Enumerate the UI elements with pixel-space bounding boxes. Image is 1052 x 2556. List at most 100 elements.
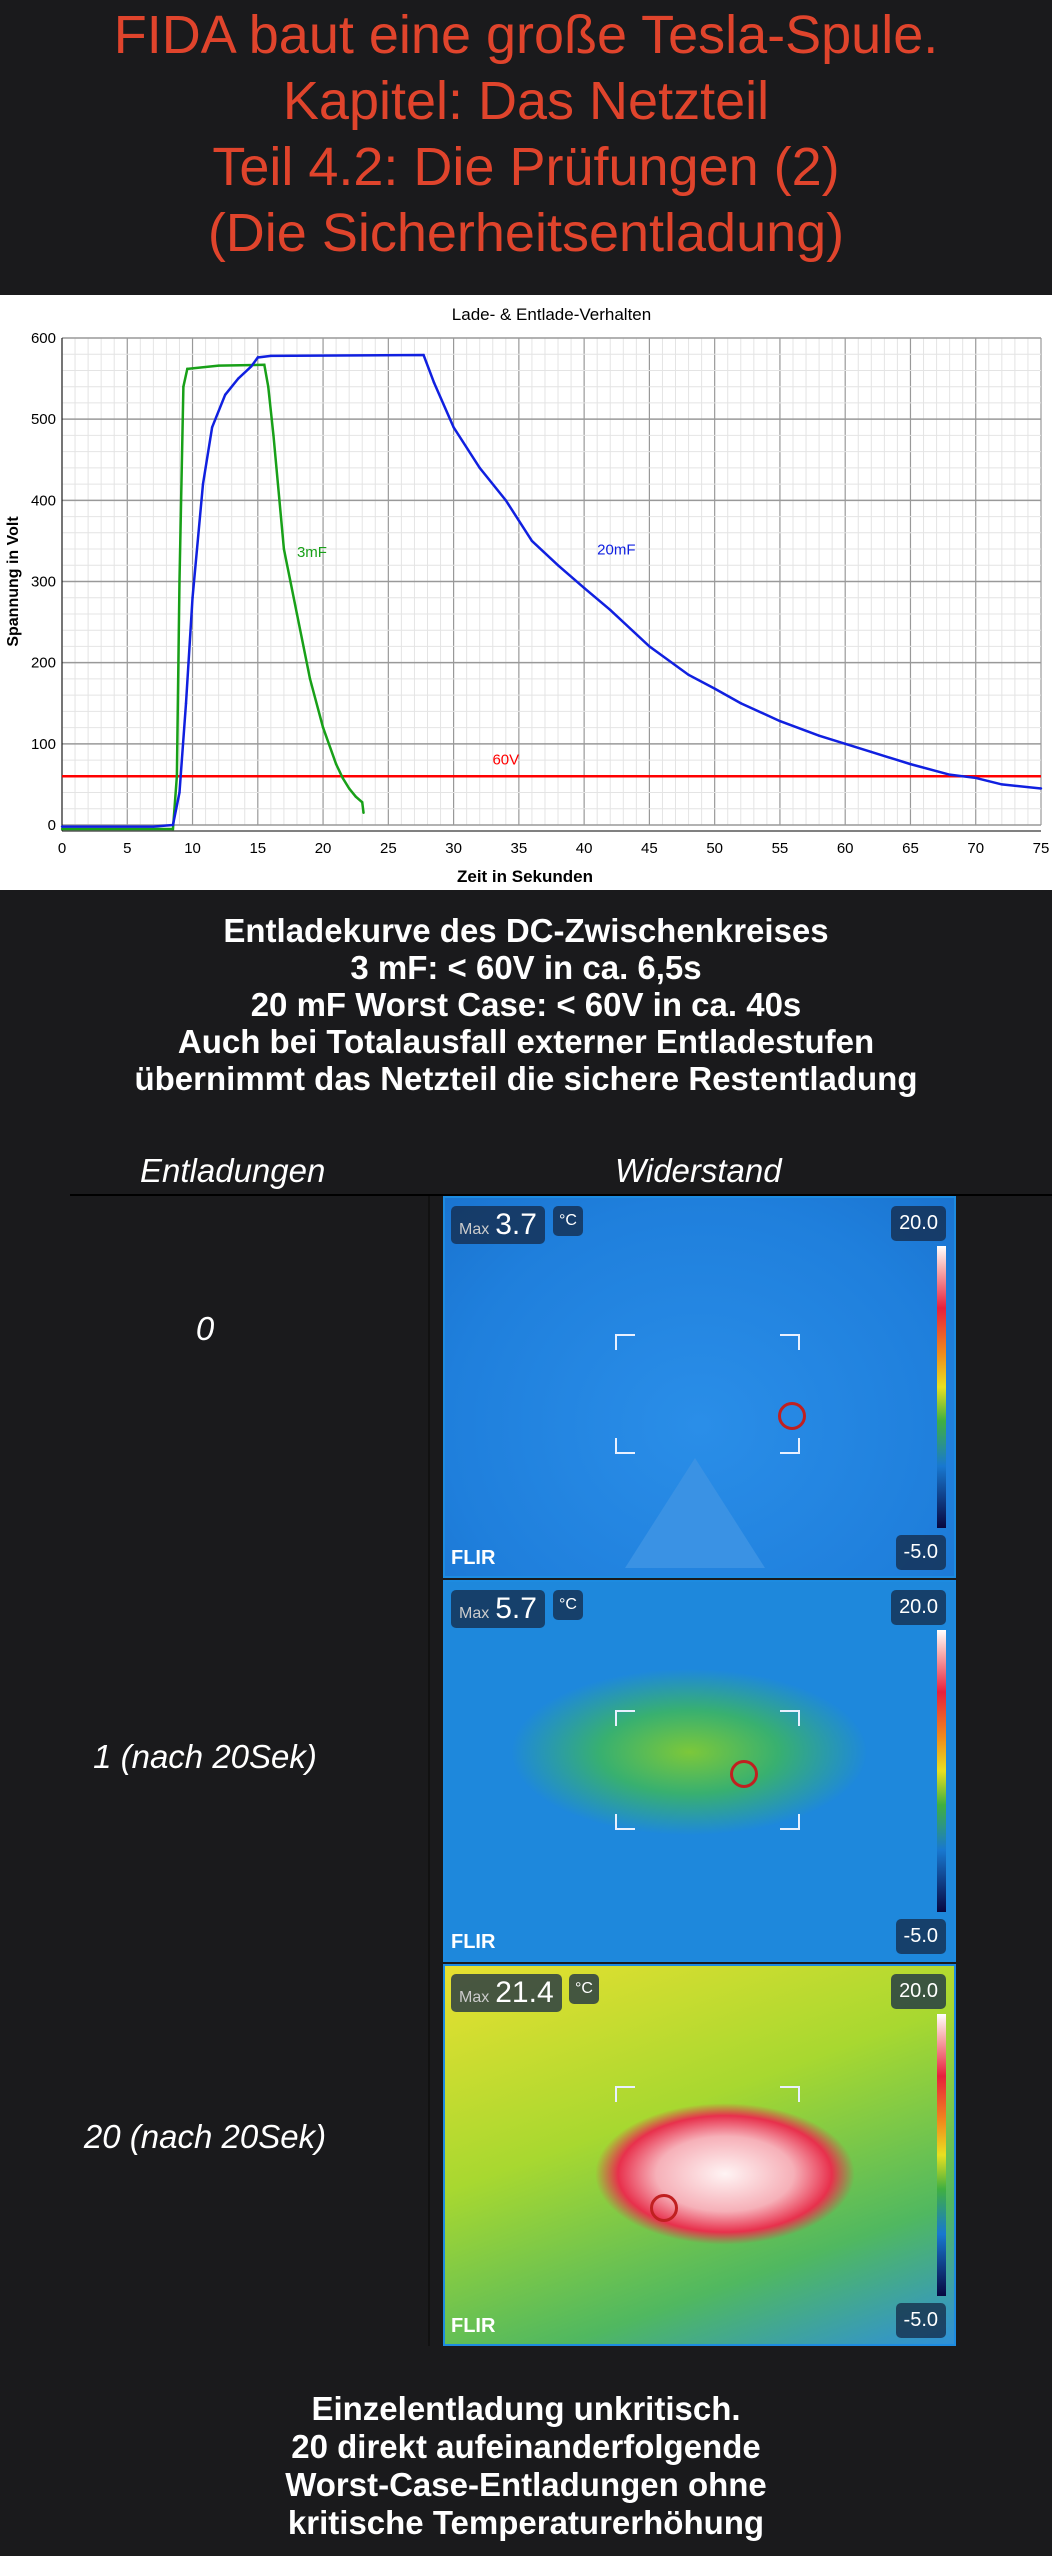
chart-title: Lade- & Entlade-Verhalten xyxy=(452,305,651,324)
summary-line: Auch bei Totalausfall externer Entladest… xyxy=(177,1023,875,1060)
x-tick-label: 35 xyxy=(511,840,528,857)
data-point xyxy=(1000,783,1004,786)
summary-line: 20 mF Worst Case: < 60V in ca. 40s xyxy=(250,986,802,1023)
flir-logo: FLIR xyxy=(451,2315,496,2337)
row-label: 1 (nach 20Sek) xyxy=(93,1738,317,1775)
y-axis-label: Spannung in Volt xyxy=(5,516,22,647)
data-point xyxy=(263,363,266,366)
data-point xyxy=(152,825,155,828)
temp-unit: °C xyxy=(569,1974,599,2004)
x-tick-label: 45 xyxy=(641,840,658,857)
footer-line: Einzelentladung unkritisch. xyxy=(311,2390,741,2427)
scale-low: -5.0 xyxy=(895,2303,946,2338)
data-point xyxy=(362,811,365,815)
max-temp: Max 21.4 xyxy=(451,1974,562,2012)
title-line: Kapitel: Das Netzteil xyxy=(282,71,770,131)
data-point xyxy=(347,787,351,790)
bracket xyxy=(615,1710,635,1726)
summary-line: 3 mF: < 60V in ca. 6,5s xyxy=(350,949,702,986)
data-point xyxy=(478,466,481,470)
data-point xyxy=(432,381,436,384)
title-line: (Die Sicherheitsentladung) xyxy=(207,203,845,263)
bracket xyxy=(615,1438,635,1454)
column-header-discharges: Entladungen xyxy=(140,1152,326,1189)
x-tick-label: 0 xyxy=(58,840,66,857)
footer-line: 20 direkt aufeinanderfolgende xyxy=(291,2428,761,2465)
data-point xyxy=(175,775,179,778)
data-point xyxy=(817,734,821,737)
color-scale xyxy=(937,1630,946,1912)
x-tick-label: 30 xyxy=(445,840,462,857)
data-point xyxy=(184,702,188,705)
data-point xyxy=(256,356,259,359)
y-tick-label: 600 xyxy=(31,330,56,347)
bracket xyxy=(615,1334,635,1350)
y-tick-label: 500 xyxy=(31,411,56,428)
scale-high: 20.0 xyxy=(891,1974,946,2009)
temp-unit: °C xyxy=(553,1206,583,1236)
data-point xyxy=(267,385,270,388)
data-point xyxy=(269,354,273,358)
title-line: FIDA baut eine große Tesla-Spule. xyxy=(113,5,939,65)
x-tick-label: 25 xyxy=(380,840,397,857)
column-header-resistor: Widerstand xyxy=(615,1152,782,1189)
x-tick-label: 50 xyxy=(706,840,723,857)
data-point xyxy=(504,499,508,502)
data-point xyxy=(223,393,227,397)
row-label: 0 xyxy=(195,1310,215,1347)
data-point xyxy=(778,719,782,723)
data-point xyxy=(354,795,357,798)
x-tick-label: 20 xyxy=(315,840,332,857)
x-tick-label: 5 xyxy=(123,840,131,857)
data-point xyxy=(191,596,194,599)
data-point xyxy=(182,385,185,388)
data-point xyxy=(250,365,253,368)
data-point xyxy=(739,702,742,705)
series-line-20mF xyxy=(62,353,1042,828)
flir-logo: FLIR xyxy=(451,1931,496,1953)
thermal-image: Max 5.7 °C 20.0 -5.0 FLIR xyxy=(443,1580,956,1962)
y-tick-label: 0 xyxy=(48,817,56,834)
color-scale xyxy=(937,1246,946,1528)
data-point xyxy=(60,827,64,831)
footer-line: Worst-Case-Entladungen ohne xyxy=(285,2466,767,2503)
max-temp: Max 5.7 xyxy=(451,1590,545,1628)
thermal-image: Max 3.7 °C 20.0 -5.0 FLIR xyxy=(443,1196,956,1578)
data-point xyxy=(321,726,325,729)
threshold-label: 60V xyxy=(492,751,519,768)
crosshair-icon xyxy=(650,2194,678,2222)
data-point xyxy=(272,434,275,437)
warning-sign-icon xyxy=(625,1458,765,1568)
scale-high: 20.0 xyxy=(891,1590,946,1625)
data-point xyxy=(308,677,312,681)
y-tick-label: 400 xyxy=(31,492,56,509)
y-tick-label: 100 xyxy=(31,736,56,753)
data-point xyxy=(422,353,425,357)
x-tick-label: 75 xyxy=(1033,840,1050,857)
x-tick-label: 55 xyxy=(772,840,789,857)
bracket xyxy=(615,1814,635,1830)
data-point xyxy=(237,377,240,380)
x-tick-label: 40 xyxy=(576,840,593,857)
crosshair-icon xyxy=(730,1760,758,1788)
data-point xyxy=(341,776,344,780)
y-tick-label: 200 xyxy=(31,655,56,672)
thermal-image: Max 21.4 °C 20.0 -5.0 FLIR xyxy=(443,1964,956,2346)
data-point xyxy=(334,762,338,766)
series-label: 3mF xyxy=(297,544,327,561)
flir-logo: FLIR xyxy=(451,1547,496,1569)
series-label: 20mF xyxy=(597,542,635,559)
data-point xyxy=(909,762,912,766)
data-point xyxy=(713,687,716,690)
data-point xyxy=(186,367,189,371)
data-point xyxy=(178,791,181,794)
data-point xyxy=(171,823,175,827)
title-line: Teil 4.2: Die Prüfungen (2) xyxy=(212,137,840,197)
data-point xyxy=(361,801,364,804)
footer-line: kritische Temperaturerhöhung xyxy=(287,2504,765,2541)
summary-text: Entladekurve des DC-Zwischenkreises 3 mF… xyxy=(0,912,1052,1097)
x-axis-label: Zeit in Sekunden xyxy=(457,867,593,886)
max-temp: Max 3.7 xyxy=(451,1206,545,1244)
y-tick-label: 300 xyxy=(31,574,56,591)
data-point xyxy=(289,580,292,583)
